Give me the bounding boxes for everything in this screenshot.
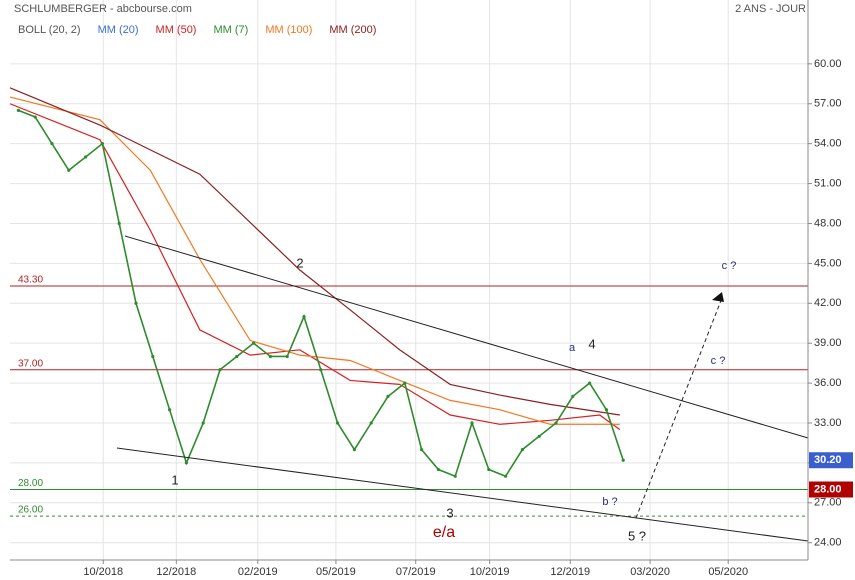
level-label: 26.00 xyxy=(18,505,43,516)
plot-area xyxy=(10,0,808,560)
price-tag-label: 30.20 xyxy=(814,454,842,466)
y-tick-label: 57.00 xyxy=(814,98,842,110)
y-tick-label: 42.00 xyxy=(814,297,842,309)
trend-line xyxy=(124,235,809,439)
annotation: 1 xyxy=(171,472,178,487)
x-tick-label: 10/2019 xyxy=(470,566,510,578)
y-tick-label: 27.00 xyxy=(814,497,842,509)
ma-line xyxy=(9,96,620,425)
annotation: e/a xyxy=(433,524,455,541)
price-point xyxy=(218,368,222,372)
price-point xyxy=(151,354,155,359)
price-point xyxy=(184,461,188,465)
y-tick-label: 60.00 xyxy=(814,58,842,70)
x-tick-label: 02/2019 xyxy=(238,566,278,578)
legend-entry: MM (50) xyxy=(156,24,197,36)
legend-entry: MM (100) xyxy=(265,24,312,36)
annotation: a xyxy=(569,342,576,354)
price-tag-label: 28.00 xyxy=(814,483,842,495)
price-point xyxy=(235,354,239,359)
y-tick-label: 39.00 xyxy=(814,337,842,349)
price-point xyxy=(453,474,457,478)
price-point xyxy=(537,434,541,438)
price-point xyxy=(319,368,323,372)
price-point xyxy=(436,467,440,472)
price-point xyxy=(621,458,625,462)
x-tick-label: 12/2018 xyxy=(156,566,196,578)
level-label: 43.30 xyxy=(18,275,43,286)
level-label: 37.00 xyxy=(18,358,43,369)
x-tick-label: 05/2020 xyxy=(708,566,748,578)
annotation: c ? xyxy=(711,355,726,367)
ma-line xyxy=(9,103,621,431)
price-point xyxy=(84,155,88,159)
y-tick-label: 48.00 xyxy=(814,217,842,229)
ma-line xyxy=(9,87,620,416)
y-tick-label: 45.00 xyxy=(814,257,842,269)
annotation: 5 ? xyxy=(628,528,646,543)
price-point xyxy=(487,467,491,472)
price-point xyxy=(604,408,609,412)
price-point xyxy=(100,142,104,146)
price-point xyxy=(403,381,407,385)
price-point xyxy=(571,394,575,398)
price-point xyxy=(470,421,474,425)
price-point xyxy=(369,421,373,425)
legend-entry: MM (7) xyxy=(213,24,248,36)
price-point xyxy=(134,301,138,305)
y-tick-label: 24.00 xyxy=(814,537,842,549)
price-point xyxy=(504,474,508,478)
price-point xyxy=(33,115,37,119)
x-tick-label: 12/2019 xyxy=(550,566,590,578)
y-tick-label: 36.00 xyxy=(814,377,842,389)
price-point xyxy=(117,221,121,226)
x-tick-label: 03/2020 xyxy=(630,566,670,578)
price-tag xyxy=(809,481,853,498)
price-point xyxy=(302,314,306,319)
annotation: 3 xyxy=(446,505,453,520)
price-point xyxy=(201,421,205,425)
x-tick-label: 05/2019 xyxy=(316,566,356,578)
level-label: 28.00 xyxy=(18,478,43,489)
trend-line xyxy=(116,447,809,542)
price-point xyxy=(386,394,390,398)
arrow-head xyxy=(712,292,724,302)
annotation: 2 xyxy=(296,255,303,270)
price-point xyxy=(336,421,340,425)
price-point xyxy=(520,447,525,452)
price-tag xyxy=(809,452,853,469)
price-point xyxy=(352,447,356,452)
y-tick-label: 54.00 xyxy=(814,138,842,150)
price-point xyxy=(268,354,272,359)
chart-title: SCHLUMBERGER - abcbourse.com xyxy=(14,3,192,15)
annotation: c ? xyxy=(722,260,737,272)
price-point xyxy=(554,421,558,425)
price-point xyxy=(252,341,256,345)
x-tick-label: 07/2019 xyxy=(396,566,436,578)
y-tick-label: 33.00 xyxy=(814,417,842,429)
price-point xyxy=(420,447,424,452)
projection-line xyxy=(635,297,723,519)
y-tick-label: 51.00 xyxy=(814,177,842,189)
annotation: b ? xyxy=(602,496,617,508)
price-point xyxy=(588,381,592,385)
annotation: 4 xyxy=(588,336,595,351)
price-point xyxy=(16,108,20,113)
legend-entry: MM (20) xyxy=(98,24,139,36)
legend-entry: BOLL (20, 2) xyxy=(18,24,81,36)
legend-entry: MM (200) xyxy=(329,24,376,36)
price-point xyxy=(168,408,172,412)
price-point xyxy=(285,354,289,359)
chart-subtitle: 2 ANS - JOUR xyxy=(735,3,806,15)
x-tick-label: 10/2018 xyxy=(83,566,123,578)
price-point xyxy=(50,142,54,146)
price-point xyxy=(67,168,71,172)
